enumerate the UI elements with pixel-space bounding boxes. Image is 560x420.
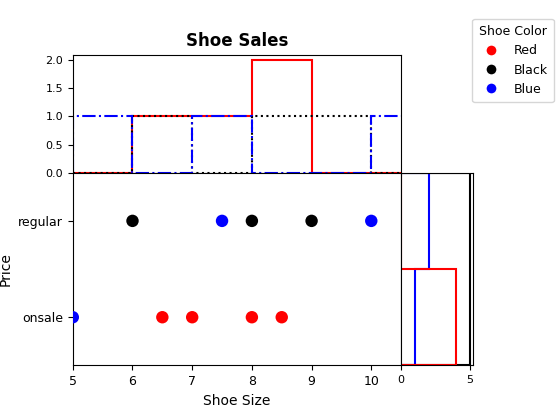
Point — [188, 314, 197, 320]
Point — [128, 218, 137, 224]
Point — [307, 218, 316, 224]
Point — [248, 314, 256, 320]
Point — [68, 314, 77, 320]
Legend: Red, Black, Blue: Red, Black, Blue — [472, 19, 554, 102]
Point — [277, 314, 286, 320]
Y-axis label: Price: Price — [0, 252, 13, 286]
Point — [158, 314, 167, 320]
Point — [217, 218, 226, 224]
X-axis label: Shoe Size: Shoe Size — [203, 394, 270, 408]
Title: Shoe Sales: Shoe Sales — [186, 32, 288, 50]
Point — [248, 218, 256, 224]
Point — [367, 218, 376, 224]
